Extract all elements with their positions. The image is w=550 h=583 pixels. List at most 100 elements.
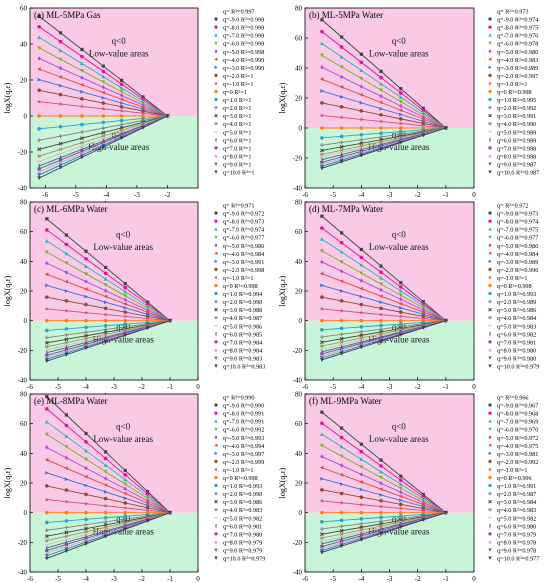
legend-label: q=-4.0 R²=0.994 (223, 443, 264, 450)
data-point (45, 283, 49, 288)
data-point (379, 300, 384, 305)
legend-marker (488, 299, 492, 304)
data-point (319, 271, 324, 276)
legend-marker (214, 556, 218, 560)
data-point (379, 487, 383, 492)
data-point (320, 454, 324, 459)
legend-marker (214, 41, 218, 45)
data-point (398, 121, 403, 126)
x-tick-label: -5 (55, 575, 61, 583)
data-point (339, 45, 344, 49)
data-point (37, 147, 42, 152)
legend-label: q=1.0 R²=0.993 (223, 483, 262, 490)
legend-entry: q=9.0 R²=0.983 (214, 355, 262, 362)
data-point (64, 477, 69, 482)
legend-entry: q=-4.0 R²=0.984 (214, 251, 264, 258)
data-point (320, 548, 324, 553)
data-point (101, 106, 106, 111)
data-point (379, 264, 383, 268)
legend-label: q=7.0 R²=0.979 (497, 531, 536, 538)
x-tick-label: -5 (330, 191, 336, 199)
data-point (359, 137, 364, 142)
data-point (399, 502, 403, 507)
legend-entry: q=3.0 R²=0.988 (214, 307, 262, 314)
legend-marker (214, 33, 218, 37)
data-point (80, 75, 84, 80)
data-point (320, 510, 324, 515)
data-point (84, 249, 88, 253)
legend-entry: q=9.0 R²=0.987 (488, 161, 536, 168)
data-point (101, 120, 106, 125)
data-point (379, 282, 383, 287)
data-point (340, 231, 344, 235)
data-point (145, 491, 150, 496)
data-point (80, 96, 84, 101)
data-point (421, 133, 426, 138)
data-point (339, 444, 344, 449)
data-point (123, 500, 127, 505)
y-tick-label: 40 (295, 450, 303, 458)
data-point (141, 97, 145, 101)
data-point (319, 532, 324, 537)
y-tick-label: 60 (295, 35, 303, 43)
data-point (119, 118, 124, 123)
data-point (320, 214, 324, 218)
data-point (44, 306, 49, 311)
legend-label: q=3.0 R²=0.986 (223, 499, 262, 506)
data-point (84, 264, 88, 268)
legend-marker (214, 348, 218, 352)
x-tick-label: -4 (83, 383, 89, 391)
series-line (46, 320, 171, 344)
legend-label: q=-4.0 R²=0.975 (497, 443, 538, 450)
series-q=1.0 (45, 318, 172, 333)
data-point (319, 536, 324, 540)
data-point (79, 104, 85, 109)
legend-marker (488, 97, 492, 102)
data-point (379, 147, 383, 152)
y-axis-label: logX(q,ε) (278, 467, 287, 498)
data-point (359, 68, 364, 72)
data-point (379, 94, 383, 99)
legend-entry: q=5.0 R²=0.989 (488, 129, 536, 136)
plot-frame (29, 7, 199, 189)
data-point (103, 323, 108, 328)
legend-marker (488, 57, 492, 62)
legend-marker (488, 364, 492, 368)
legend-label: q=8.0 R²=1 (223, 153, 251, 160)
legend-label: q=-4.0 R²=0.984 (223, 251, 264, 258)
data-point (320, 65, 324, 70)
legend-label: q=10.0 R²=0.987 (497, 170, 539, 177)
legend-label: q=-9.0 R²=0.974 (497, 17, 538, 24)
legend-marker (488, 411, 492, 415)
legend-marker (214, 227, 218, 231)
legend-marker (214, 299, 218, 304)
data-point (320, 358, 324, 362)
legend-label: q=-6.0 R²=0.977 (497, 235, 538, 242)
legend-label: q=10.0 R²=0.979 (497, 364, 539, 371)
legend-label: q=6.0 R²=0.985 (223, 331, 262, 338)
legend-marker (488, 451, 492, 456)
annotation-low-value: Low-value areas (369, 434, 429, 444)
series-q=-8.0 (45, 228, 172, 323)
legend-marker (214, 89, 218, 94)
legend-label: q=10.0 R²=0.979 (223, 556, 265, 563)
data-point (64, 337, 69, 342)
data-point (379, 126, 383, 130)
data-point (146, 489, 150, 494)
data-point (84, 346, 88, 351)
data-point (37, 173, 42, 177)
data-point (359, 278, 364, 283)
data-point (379, 294, 383, 298)
y-tick-label: 20 (295, 95, 303, 103)
legend-entry: q=-8.0 R²=0.973 (214, 219, 264, 226)
legend-entry: q=-7.0 R²=0.976 (488, 33, 538, 40)
data-point (103, 288, 108, 293)
data-point (359, 92, 363, 97)
series-q=10.0 (37, 114, 170, 180)
data-point (320, 410, 324, 414)
data-point (123, 294, 128, 298)
legend-label: q=-1.0 R²=1 (497, 275, 528, 282)
